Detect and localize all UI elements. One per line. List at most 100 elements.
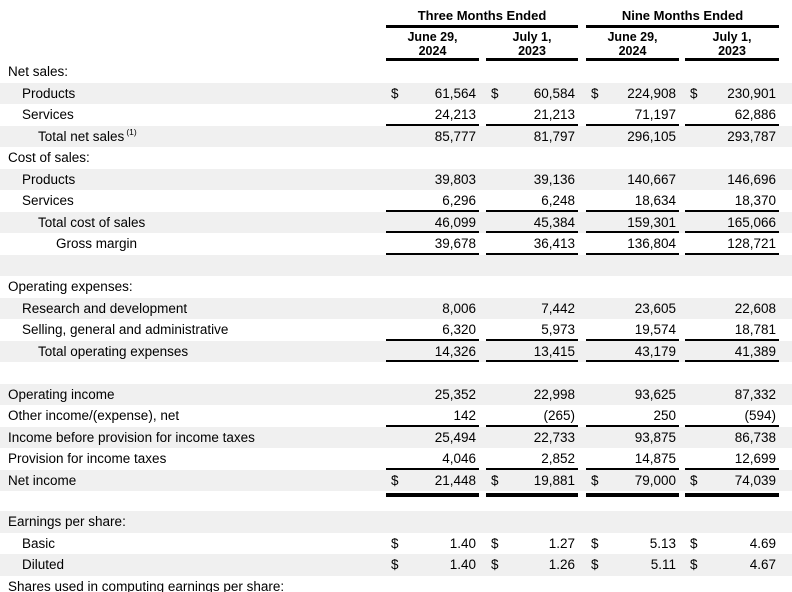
value-cell: 93,875 xyxy=(586,427,679,449)
value-cell: $230,901 xyxy=(685,83,779,105)
value-cell xyxy=(486,276,578,298)
value-cell: 6,320 xyxy=(386,319,479,341)
value-cell: 62,886 xyxy=(685,104,779,126)
dollar-sign: $ xyxy=(690,557,698,572)
row-label: Products xyxy=(22,85,76,101)
cell-value: 41,389 xyxy=(734,343,776,359)
value-cell xyxy=(386,511,479,533)
cell-value: 5.11 xyxy=(650,557,676,572)
value-cell: $1.40 xyxy=(386,533,479,555)
value-cell: $1.40 xyxy=(386,554,479,576)
col-group-three-months-ended: Three Months Ended xyxy=(386,6,578,28)
value-cell xyxy=(586,511,679,533)
row-label: Operating income xyxy=(8,386,115,402)
row-label: Gross margin xyxy=(56,236,138,251)
cell-value: 39,136 xyxy=(533,171,575,187)
value-cell: $224,908 xyxy=(586,83,679,105)
value-cell xyxy=(486,576,578,592)
col-group-nine-months-ended: Nine Months Ended xyxy=(586,6,779,28)
value-cell: $1.27 xyxy=(486,533,578,555)
value-cell: 85,777 xyxy=(386,126,479,148)
period-group-header-row: Three Months Ended Nine Months Ended xyxy=(0,6,792,28)
value-cell: 93,625 xyxy=(586,384,679,406)
value-cell: 6,296 xyxy=(386,190,479,212)
table-header: Three Months Ended Nine Months Ended Jun… xyxy=(0,0,792,61)
value-cell: $5.11 xyxy=(586,554,679,576)
cell-value: 18,781 xyxy=(734,322,776,337)
table-row: Provision for income taxes 4,046 2,852 14,8… xyxy=(0,448,792,470)
value-cell: (265) xyxy=(486,405,578,427)
value-cell: 43,179 xyxy=(586,341,679,362)
dollar-sign: $ xyxy=(391,85,399,101)
value-cell: 13,415 xyxy=(486,341,578,362)
value-cell: 46,099 xyxy=(386,212,479,233)
cell-value: 81,797 xyxy=(533,128,575,144)
cell-value: 1.26 xyxy=(548,557,575,572)
dollar-sign: $ xyxy=(491,85,499,101)
value-cell: 128,721 xyxy=(685,233,779,255)
value-cell: 87,332 xyxy=(685,384,779,406)
value-cell: 18,634 xyxy=(586,190,679,212)
value-cell xyxy=(386,147,479,169)
value-cell: 6,248 xyxy=(486,190,578,212)
value-cell xyxy=(486,61,578,83)
dollar-sign: $ xyxy=(690,85,698,101)
value-cell xyxy=(586,276,679,298)
value-cell: 12,699 xyxy=(685,448,779,470)
row-label: Services xyxy=(22,107,74,122)
table-row: Products $61,564 $60,584 $224,908 $230,901 xyxy=(0,82,792,105)
value-cell: 140,667 xyxy=(586,169,679,191)
cell-value: 4,046 xyxy=(442,451,476,466)
cell-value: 39,678 xyxy=(434,236,476,251)
value-cell xyxy=(586,61,679,83)
cell-value: 22,608 xyxy=(734,300,776,316)
table-row: Operating income 25,352 22,998 93,625 87,332 xyxy=(0,383,792,406)
cell-value: 293,787 xyxy=(727,128,776,144)
cell-value: 24,213 xyxy=(434,107,476,122)
table-row: Research and development 8,006 7,442 23,605… xyxy=(0,297,792,320)
cell-value: 25,352 xyxy=(434,386,476,402)
cell-value: 19,881 xyxy=(533,472,575,488)
value-cell xyxy=(685,61,779,83)
dollar-sign: $ xyxy=(491,472,499,488)
value-cell: 39,803 xyxy=(386,169,479,191)
value-cell: 136,804 xyxy=(586,233,679,255)
value-cell: $4.67 xyxy=(685,554,779,576)
value-cell xyxy=(586,576,679,592)
row-label: Provision for income taxes xyxy=(8,451,167,466)
value-cell: 142 xyxy=(386,405,479,427)
dollar-sign: $ xyxy=(591,472,599,488)
cell-value: 13,415 xyxy=(533,343,575,359)
dollar-sign: $ xyxy=(591,85,599,101)
value-cell: 8,006 xyxy=(386,298,479,320)
cell-value: 159,301 xyxy=(627,214,676,230)
cell-value: 6,296 xyxy=(442,193,476,208)
cell-value: 250 xyxy=(653,408,676,423)
value-cell: 7,442 xyxy=(486,298,578,320)
cell-value: 1.40 xyxy=(449,557,476,572)
value-cell: 23,605 xyxy=(586,298,679,320)
cell-value: 12,699 xyxy=(734,451,776,466)
cell-value: 21,213 xyxy=(533,107,575,122)
row-label: Selling, general and administrative xyxy=(22,322,229,337)
value-cell xyxy=(685,491,779,497)
table-row: Net income $21,448 $19,881 $79,000 $74,039 xyxy=(0,469,792,491)
value-cell xyxy=(685,511,779,533)
spacer-row xyxy=(0,497,792,511)
table-row: Diluted $1.40 $1.26 $5.11 $4.67 xyxy=(0,554,792,576)
value-cell xyxy=(586,147,679,169)
table-row: Selling, general and administrative 6,320… xyxy=(0,319,792,341)
table-row: Services 24,213 21,213 71,197 62,886 xyxy=(0,104,792,126)
value-cell: 24,213 xyxy=(386,104,479,126)
row-label: Research and development xyxy=(22,300,188,316)
value-cell xyxy=(386,576,479,592)
value-cell: 5,973 xyxy=(486,319,578,341)
cell-value: 18,370 xyxy=(734,193,776,208)
spacer-row xyxy=(0,362,792,384)
cell-value: 93,875 xyxy=(634,429,676,445)
cell-value: 5,973 xyxy=(541,322,575,337)
row-label: Total cost of sales xyxy=(38,214,146,230)
table-row: Total cost of sales 46,099 45,384 159,301 16… xyxy=(0,211,792,233)
cell-value: 19,574 xyxy=(634,322,676,337)
